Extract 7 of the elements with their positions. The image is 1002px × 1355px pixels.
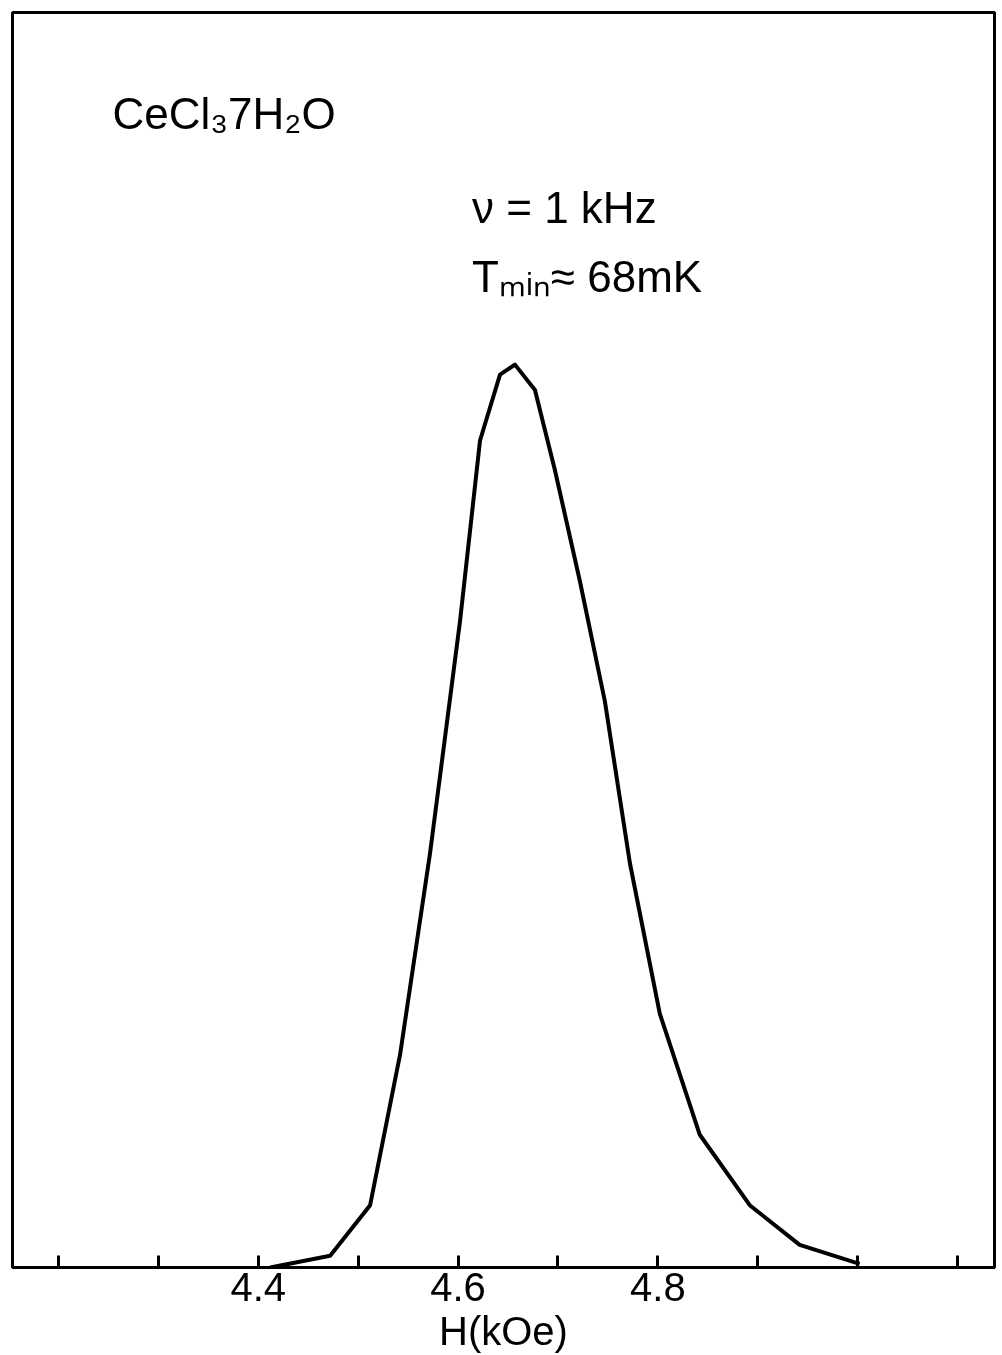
x-tick-label: 4.8 (630, 1264, 686, 1309)
x-tick-label: 4.6 (430, 1264, 486, 1309)
text: ν = 1 kHz (472, 183, 657, 233)
x-tick-label: 4.4 (230, 1264, 287, 1309)
text: Tₘᵢₙ≈ 68mK (472, 252, 703, 302)
text: CeCl₃7H₂O (112, 89, 336, 138)
x-axis-title: H(kOe) (439, 1308, 568, 1353)
